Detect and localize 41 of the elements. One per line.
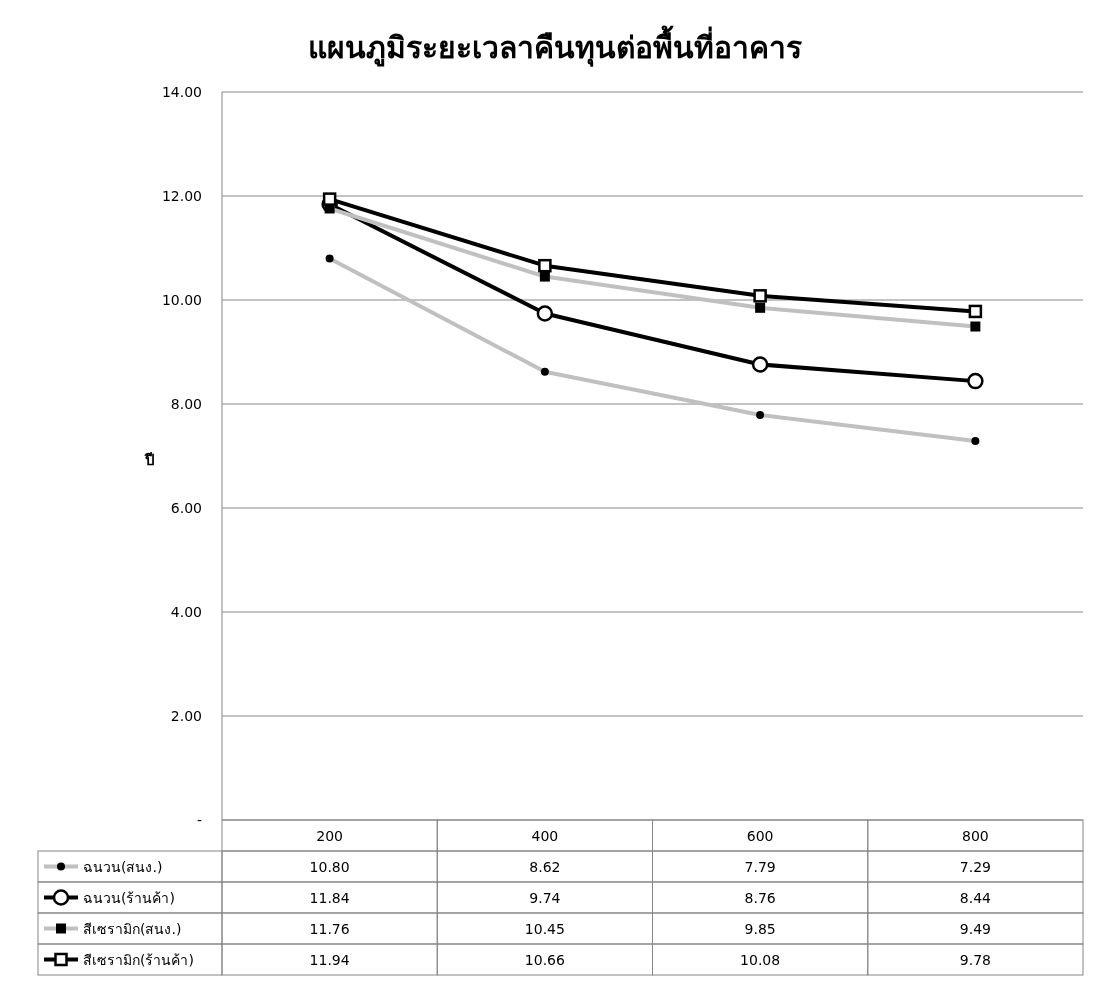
point <box>536 305 554 322</box>
x-tick-label: 200 <box>316 828 343 844</box>
data-label: 7.79 <box>744 859 776 875</box>
data-label: 11.84 <box>309 890 350 906</box>
data-label: 10.66 <box>524 952 565 968</box>
data-label: 7.29 <box>959 859 991 875</box>
y-tick-label: 4.00 <box>170 604 202 620</box>
data-label: 9.74 <box>529 890 561 906</box>
data-label: 9.85 <box>744 921 776 937</box>
chart-title: แผนภูมิระยะเวลาคืนทุนต่อพื้นที่อาคาร <box>308 25 802 67</box>
legend-label: ฉนวน(สนง.) <box>83 859 163 875</box>
point <box>753 289 767 303</box>
data-label: 9.78 <box>959 952 991 968</box>
data-label: 10.80 <box>309 859 350 875</box>
y-tick-label: - <box>196 812 202 828</box>
point <box>967 372 984 390</box>
data-label: 10.08 <box>740 952 781 968</box>
y-tick-label: 8.00 <box>170 396 202 412</box>
data-label: 8.44 <box>959 890 992 906</box>
legend-label: สีเซรามิก(ร้านค้า) <box>83 952 194 968</box>
point <box>322 192 337 206</box>
point <box>751 356 769 373</box>
y-axis-title: ปี <box>144 451 155 469</box>
x-tick-label: 800 <box>962 828 989 844</box>
data-label: 8.62 <box>529 859 561 875</box>
x-tick-label: 400 <box>531 828 559 844</box>
point <box>968 304 983 319</box>
data-label: 8.76 <box>744 890 776 906</box>
data-label: 11.94 <box>309 952 350 968</box>
y-tick-label: 12.00 <box>161 188 202 204</box>
y-tick-label: 10.00 <box>161 292 202 308</box>
legend-label: ฉนวน(ร้านค้า) <box>83 890 175 906</box>
y-tick-label: 14.00 <box>161 84 202 100</box>
y-tick-label: 2.00 <box>170 708 202 724</box>
data-label: 10.45 <box>524 921 565 937</box>
y-tick-label: 6.00 <box>170 500 202 516</box>
point <box>538 258 552 273</box>
x-tick-label: 600 <box>746 828 774 844</box>
data-label: 9.49 <box>959 921 991 937</box>
data-label: 11.76 <box>309 921 350 937</box>
legend-label: สีเซรามิก(สนง.) <box>83 921 182 937</box>
